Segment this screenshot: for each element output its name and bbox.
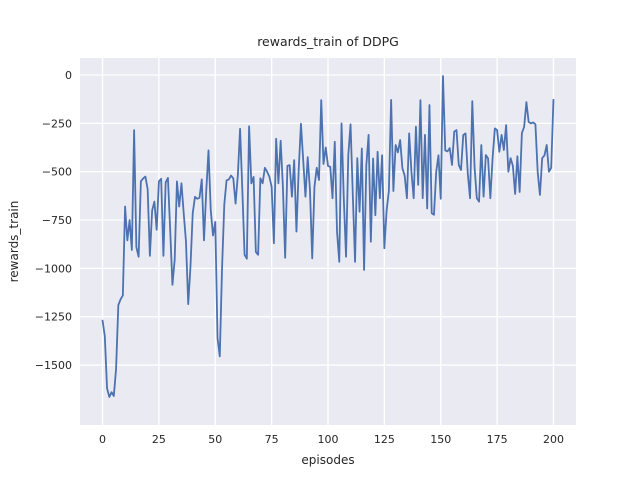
x-tick-label: 0 — [99, 433, 106, 446]
rewards-train-line — [101, 75, 555, 398]
y-tick-label: −500 — [42, 166, 72, 179]
x-tick-label: 100 — [318, 433, 339, 446]
y-tick-label: −750 — [42, 214, 72, 227]
x-tick-label: 25 — [152, 433, 166, 446]
x-tick-label: 200 — [543, 433, 564, 446]
y-tick-label: −1000 — [35, 262, 72, 275]
y-tick-label: −1500 — [35, 359, 72, 372]
x-tick-label: 175 — [487, 433, 508, 446]
x-tick-label: 125 — [374, 433, 395, 446]
x-tick-label: 150 — [430, 433, 451, 446]
y-tick-label: −250 — [42, 117, 72, 130]
y-tick-label: 0 — [65, 69, 72, 82]
y-axis-label: rewards_train — [7, 201, 21, 283]
x-tick-label: 50 — [208, 433, 222, 446]
x-axis-label: episodes — [301, 453, 354, 467]
x-tick-label: 75 — [265, 433, 279, 446]
chart-title: rewards_train of DDPG — [257, 34, 399, 49]
y-tick-label: −1250 — [35, 311, 72, 324]
